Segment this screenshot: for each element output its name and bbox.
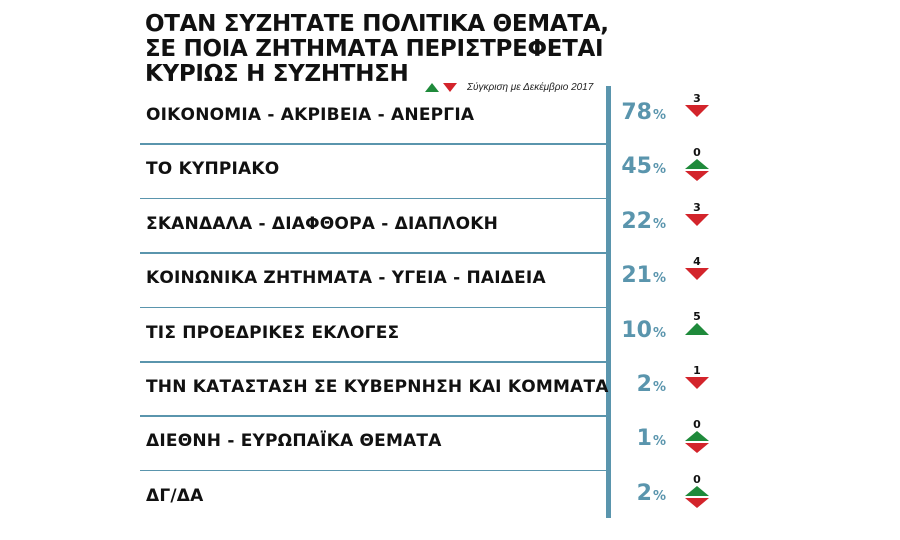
legend-up-arrow-icon xyxy=(425,82,439,92)
value-number: 21 xyxy=(621,263,652,289)
category-label: ΔΙΕΘΝΗ - ΕΥΡΩΠΑΪΚΑ ΘΕΜΑΤΑ xyxy=(146,431,442,452)
category-label: ΟΙΚΟΝΟΜΙΑ - ΑΚΡΙΒΕΙΑ - ΑΝΕΡΓΙΑ xyxy=(146,105,475,125)
down-arrow-icon xyxy=(685,268,709,281)
change-value: 3 xyxy=(693,92,701,105)
value-divider xyxy=(606,86,611,518)
row-separator xyxy=(140,415,609,417)
percent-sign: % xyxy=(652,434,666,450)
value-number: 45 xyxy=(621,154,652,180)
row-separator xyxy=(140,252,609,254)
row-separator xyxy=(140,197,609,200)
change-indicator: 3 xyxy=(683,200,711,226)
percent-sign: % xyxy=(652,271,666,287)
change-legend: Σύγκριση με Δεκέμβριο 2017 xyxy=(425,80,593,94)
category-label: ΚΟΙΝΩΝΙΚΑ ΖΗΤΗΜΑΤΑ - ΥΓΕΙΑ - ΠΑΙΔΕΙΑ xyxy=(146,268,546,289)
percent-sign: % xyxy=(652,162,666,178)
change-value: 0 xyxy=(693,472,701,486)
change-indicator: 0 xyxy=(683,146,711,182)
percent-sign: % xyxy=(652,488,666,504)
change-value: 1 xyxy=(693,364,701,377)
chart-row: ΔΙΕΘΝΗ - ΕΥΡΩΠΑΪΚΑ ΘΕΜΑΤΑ 1% 0 xyxy=(140,415,720,469)
change-value: 0 xyxy=(693,146,701,160)
no-change-arrows-icon xyxy=(685,159,709,182)
down-arrow-icon xyxy=(685,105,709,117)
value-label: 45% xyxy=(621,154,666,179)
change-indicator: 3 xyxy=(683,93,711,117)
down-arrow-icon xyxy=(685,213,709,226)
percent-sign: % xyxy=(652,380,666,395)
category-label: ΣΚΑΝΔΑΛΑ - ΔΙΑΦΘΟΡΑ - ΔΙΑΠΛΟΚΗ xyxy=(146,213,499,234)
comparison-note: Σύγκριση με Δεκέμβριο 2017 xyxy=(467,81,594,93)
value-label: 10% xyxy=(621,318,666,343)
value-number: 2 xyxy=(636,480,652,506)
up-arrow-icon xyxy=(685,322,709,335)
title-line-3: ΚΥΡΙΩΣ Η ΣΥΖΗΤΗΣΗ xyxy=(145,61,409,87)
change-value: 0 xyxy=(693,418,701,432)
category-label: ΤΙΣ ΠΡΟΕΔΡΙΚΕΣ ΕΚΛΟΓΕΣ xyxy=(146,322,400,343)
value-label: 22% xyxy=(621,209,666,234)
change-value: 3 xyxy=(693,200,701,214)
change-indicator: 5 xyxy=(683,309,711,335)
chart-row: ΤΗΝ ΚΑΤΑΣΤΑΣΗ ΣΕ ΚΥΒΕΡΝΗΣΗ ΚΑΙ ΚΟΜΜΑΤΑ 2%… xyxy=(140,361,720,415)
no-change-arrows-icon xyxy=(685,431,709,454)
change-indicator: 4 xyxy=(683,255,711,281)
chart-row: ΔΓ/ΔΑ 2% 0 xyxy=(140,469,720,524)
row-separator xyxy=(140,143,609,145)
chart-row: ΚΟΙΝΩΝΙΚΑ ΖΗΤΗΜΑΤΑ - ΥΓΕΙΑ - ΠΑΙΔΕΙΑ 21% 4 xyxy=(140,252,720,306)
category-label: ΤΗΝ ΚΑΤΑΣΤΑΣΗ ΣΕ ΚΥΒΕΡΝΗΣΗ ΚΑΙ ΚΟΜΜΑΤΑ xyxy=(146,377,609,397)
value-label: 2% xyxy=(637,372,666,397)
category-label: ΔΓ/ΔΑ xyxy=(146,485,204,506)
value-number: 22 xyxy=(621,208,652,234)
value-label: 78% xyxy=(621,100,666,125)
chart-row: ΣΚΑΝΔΑΛΑ - ΔΙΑΦΘΟΡΑ - ΔΙΑΠΛΟΚΗ 22% 3 xyxy=(140,197,720,252)
chart-title: ΟΤΑΝ ΣΥΖΗΤΑΤΕ ΠΟΛΙΤΙΚΑ ΘΕΜΑΤΑ, ΣΕ ΠΟΙΑ Ζ… xyxy=(145,12,625,87)
category-label: ΤΟ ΚΥΠΡΙΑΚΟ xyxy=(146,159,280,180)
percent-sign: % xyxy=(652,108,666,123)
change-value: 4 xyxy=(693,255,701,269)
change-indicator: 0 xyxy=(683,418,711,454)
row-separator xyxy=(140,306,609,309)
value-number: 2 xyxy=(636,372,652,397)
title-line-1: ΟΤΑΝ ΣΥΖΗΤΑΤΕ ΠΟΛΙΤΙΚΑ ΘΕΜΑΤΑ, xyxy=(145,11,609,37)
change-indicator: 0 xyxy=(683,472,711,508)
value-label: 21% xyxy=(621,263,666,288)
row-separator xyxy=(140,469,609,472)
value-label: 1% xyxy=(637,426,666,451)
no-change-arrows-icon xyxy=(685,485,709,508)
row-separator xyxy=(140,361,609,363)
value-label: 2% xyxy=(637,481,666,506)
legend-down-arrow-icon xyxy=(443,82,457,92)
percent-sign: % xyxy=(652,325,666,341)
chart-row: ΤΟ ΚΥΠΡΙΑΚΟ 45% 0 xyxy=(140,143,720,197)
change-value: 5 xyxy=(693,309,701,323)
value-number: 78 xyxy=(621,100,652,125)
chart-row: ΤΙΣ ΠΡΟΕΔΡΙΚΕΣ ΕΚΛΟΓΕΣ 10% 5 xyxy=(140,306,720,361)
change-indicator: 1 xyxy=(683,365,711,389)
percent-sign: % xyxy=(652,216,666,232)
title-line-2: ΣΕ ΠΟΙΑ ΖΗΤΗΜΑΤΑ ΠΕΡΙΣΤΡΕΦΕΤΑΙ xyxy=(145,36,604,62)
chart-row: ΟΙΚΟΝΟΜΙΑ - ΑΚΡΙΒΕΙΑ - ΑΝΕΡΓΙΑ 78% 3 xyxy=(140,89,720,143)
value-number: 10 xyxy=(621,317,652,343)
down-arrow-icon xyxy=(685,377,709,389)
value-number: 1 xyxy=(636,426,652,452)
